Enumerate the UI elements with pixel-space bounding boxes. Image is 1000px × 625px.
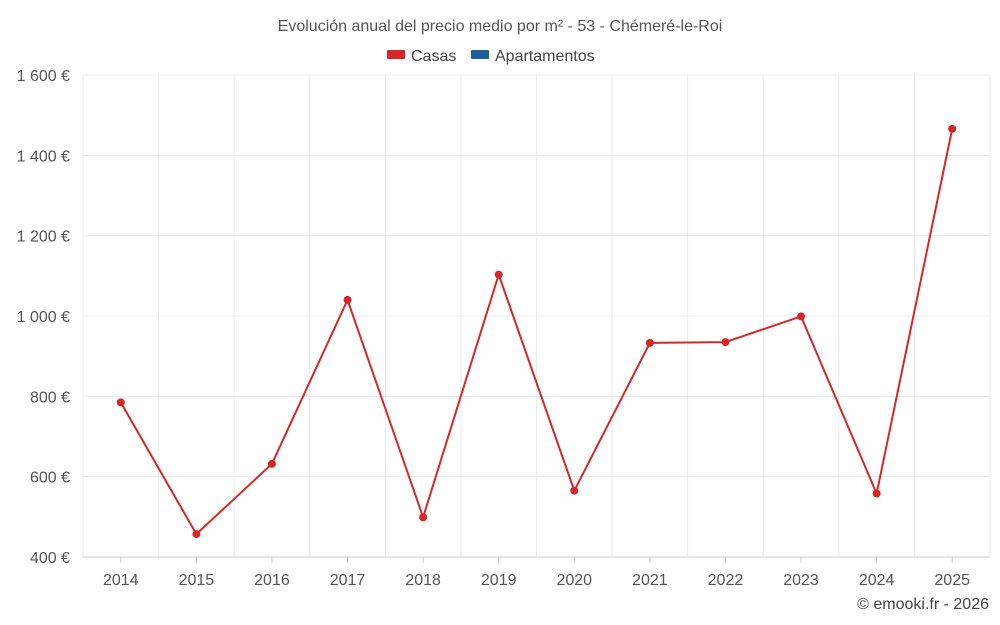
data-point-2014[interactable] [116,398,125,407]
data-point-2021[interactable] [645,338,654,347]
data-point-2017[interactable] [343,295,352,304]
x-tick-label: 2014 [103,572,139,589]
data-point-2023[interactable] [797,312,806,321]
grid-layer [82,74,991,558]
x-tick-label: 2024 [859,572,895,589]
data-point-2025[interactable] [948,124,957,133]
x-tick-label: 2016 [254,572,290,589]
legend: Casas Apartamentos [387,48,595,65]
x-tick-label: 2023 [783,572,819,589]
y-tick-label: 600 € [30,470,70,487]
x-tick-label: 2022 [708,572,744,589]
series-line-casas [119,128,954,536]
data-point-2018[interactable] [419,513,428,522]
credit-text: © emooki.fr - 2026 [857,596,989,613]
y-tick-label: 1 600 € [17,68,70,85]
x-axis: 2014 2015 2016 2017 2018 2019 2020 2021 2022 2023… [103,557,970,589]
x-tick-label: 2021 [632,572,668,589]
legend-swatch-casas[interactable] [387,50,405,59]
data-point-2016[interactable] [267,459,276,468]
y-tick-label: 800 € [30,389,70,406]
x-tick-label: 2017 [330,572,366,589]
y-tick-label: 400 € [30,550,70,567]
legend-label-apartamentos[interactable]: Apartamentos [495,48,595,65]
x-tick-label: 2019 [481,572,517,589]
data-point-2019[interactable] [494,270,503,279]
series-layer [116,124,957,539]
data-point-2024[interactable] [872,489,881,498]
data-point-2022[interactable] [721,338,730,347]
y-axis: 400 € 600 € 800 € 1 000 € 1 200 € 1 400 € 1 60… [17,68,70,567]
y-tick-label: 1 400 € [17,148,70,165]
legend-label-casas[interactable]: Casas [411,48,456,65]
x-tick-label: 2020 [556,572,592,589]
legend-swatch-apartamentos[interactable] [471,50,489,59]
data-point-2020[interactable] [570,486,579,495]
chart-title: Evolución anual del precio medio por m² … [278,18,723,35]
y-tick-label: 1 000 € [17,309,70,326]
x-tick-label: 2015 [179,572,215,589]
x-tick-label: 2018 [405,572,441,589]
y-tick-label: 1 200 € [17,229,70,246]
data-point-2015[interactable] [192,530,201,539]
x-tick-label: 2025 [934,572,970,589]
